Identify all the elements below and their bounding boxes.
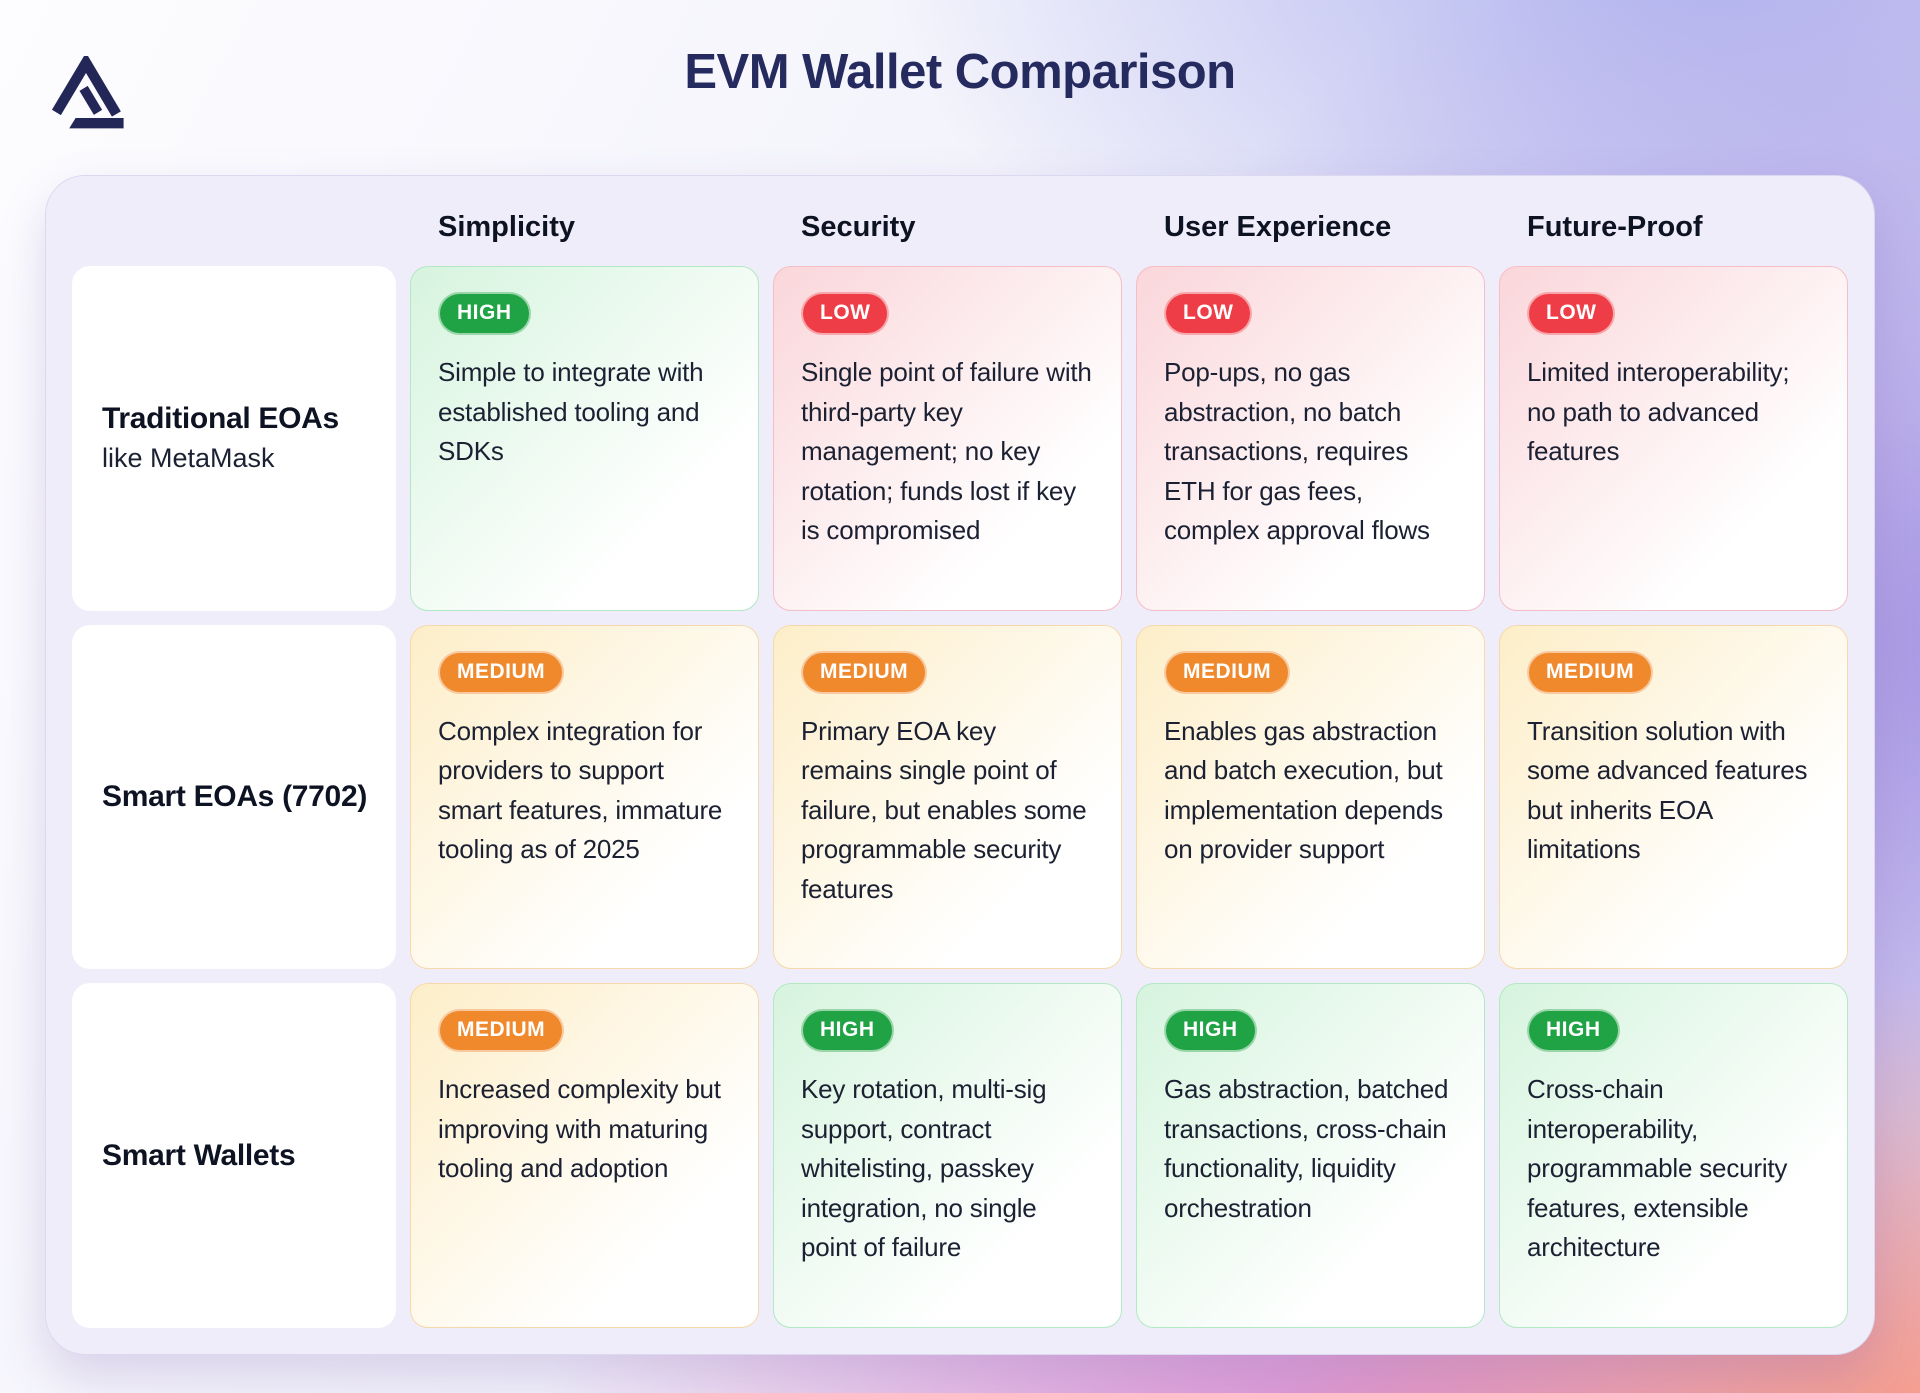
row-label-title: Smart Wallets: [102, 1138, 296, 1172]
cell-text: Key rotation, multi-sig support, contrac…: [801, 1074, 1047, 1263]
cell-text: Complex integration for providers to sup…: [438, 715, 723, 865]
rating-badge: HIGH: [1527, 1009, 1620, 1053]
cell-smart-wallets-future-proof: HIGH Cross-chain interoperability, progr…: [1499, 983, 1848, 1328]
cell-smart-eoas-security: MEDIUM Primary EOA key remains single po…: [773, 624, 1122, 970]
row-label-subtitle: like MetaMask: [102, 443, 275, 474]
cell-text: Enables gas abstraction and batch execut…: [1164, 715, 1443, 865]
row-label-smart-wallets: Smart Wallets: [72, 983, 396, 1328]
cell-traditional-simplicity: HIGH Simple to integrate with establishe…: [410, 266, 759, 611]
column-header-security: Security: [801, 211, 916, 243]
cell-smart-eoas-simplicity: MEDIUM Complex integration for providers…: [410, 624, 759, 970]
rating-badge: LOW: [1164, 292, 1253, 335]
rating-badge: MEDIUM: [801, 650, 928, 694]
row-label-title: Smart EOAs (7702): [102, 779, 368, 813]
cell-text: Pop-ups, no gas abstraction, no batch tr…: [1164, 357, 1430, 546]
column-header-simplicity: Simplicity: [438, 211, 575, 243]
column-header-user-experience: User Experience: [1164, 211, 1392, 243]
cell-traditional-future-proof: LOW Limited interoperability; no path to…: [1499, 266, 1848, 611]
cell-smart-wallets-simplicity: MEDIUM Increased complexity but improvin…: [410, 983, 759, 1328]
page-title: EVM Wallet Comparison: [684, 45, 1236, 99]
cell-smart-eoas-future-proof: MEDIUM Transition solution with some adv…: [1499, 624, 1848, 970]
row-label-traditional-eoas: Traditional EOAs like MetaMask: [72, 266, 396, 611]
cell-traditional-security: LOW Single point of failure with third-p…: [773, 266, 1122, 611]
cell-text: Limited interoperability; no path to adv…: [1527, 357, 1790, 467]
cell-text: Simple to integrate with established too…: [438, 357, 704, 467]
column-header-future-proof: Future-Proof: [1527, 211, 1703, 243]
cell-text: Single point of failure with third-party…: [801, 357, 1092, 546]
rating-badge: HIGH: [438, 292, 531, 335]
rating-badge: MEDIUM: [438, 1009, 565, 1053]
rating-badge: MEDIUM: [1527, 650, 1654, 694]
alchemy-logo-icon: [51, 56, 124, 129]
cell-text: Cross-chain interoperability, programmab…: [1527, 1074, 1788, 1263]
row-label-title: Traditional EOAs: [102, 402, 339, 436]
comparison-table: Simplicity Security User Experience Futu…: [45, 175, 1875, 1355]
rating-badge: MEDIUM: [438, 650, 565, 694]
cell-smart-eoas-user-experience: MEDIUM Enables gas abstraction and batch…: [1136, 624, 1485, 970]
cell-text: Gas abstraction, batched transactions, c…: [1164, 1074, 1449, 1223]
rating-badge: LOW: [801, 292, 890, 335]
row-label-smart-eoas-7702: Smart EOAs (7702): [72, 624, 396, 970]
rating-badge: HIGH: [1164, 1009, 1257, 1053]
cell-smart-wallets-user-experience: HIGH Gas abstraction, batched transactio…: [1136, 983, 1485, 1328]
rating-badge: HIGH: [801, 1009, 894, 1053]
cell-text: Increased complexity but improving with …: [438, 1074, 721, 1184]
corner-spacer: [72, 202, 396, 252]
cell-text: Primary EOA key remains single point of …: [801, 715, 1087, 904]
rating-badge: MEDIUM: [1164, 650, 1291, 694]
cell-traditional-user-experience: LOW Pop-ups, no gas abstraction, no batc…: [1136, 266, 1485, 611]
cell-smart-wallets-security: HIGH Key rotation, multi-sig support, co…: [773, 983, 1122, 1328]
rating-badge: LOW: [1527, 292, 1616, 335]
cell-text: Transition solution with some advanced f…: [1527, 715, 1808, 865]
